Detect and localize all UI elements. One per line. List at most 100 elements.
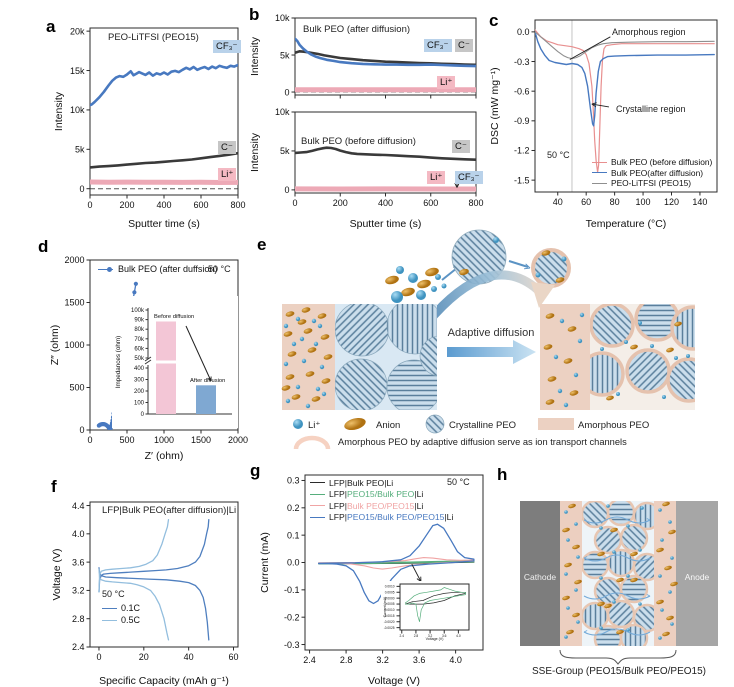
panel-b-top-chart: 0 5k 10k Intensity (249, 13, 477, 99)
panel-b-letter: b (249, 5, 260, 24)
svg-text:60: 60 (229, 652, 239, 662)
svg-text:120: 120 (664, 197, 679, 207)
svg-text:0: 0 (284, 185, 289, 195)
svg-text:0: 0 (79, 425, 84, 435)
svg-text:3.6: 3.6 (413, 655, 426, 665)
inset-green-curve (404, 587, 466, 623)
crystalline-region-annotation: Crystalline region (616, 104, 686, 114)
panel-f-letter: f (51, 477, 57, 496)
svg-text:-0.3: -0.3 (284, 640, 300, 650)
panel-e-letter: e (257, 235, 267, 254)
svg-text:3.2: 3.2 (72, 586, 85, 596)
legend-entry: LFP|Bulk PEO|Li (310, 477, 453, 489)
svg-text:100: 100 (636, 197, 651, 207)
svg-text:4.4: 4.4 (72, 501, 85, 511)
svg-text:0: 0 (87, 435, 92, 445)
svg-text:2000: 2000 (228, 435, 248, 445)
svg-text:20: 20 (139, 652, 149, 662)
svg-text:40: 40 (553, 197, 563, 207)
svg-text:0.0: 0.0 (287, 558, 300, 568)
svg-text:Z″ (ohm): Z″ (ohm) (49, 325, 61, 365)
chip-cf3: CF₃⁻ (424, 39, 452, 52)
svg-text:0: 0 (79, 184, 84, 194)
svg-text:200: 200 (119, 200, 134, 210)
svg-text:Voltage (V): Voltage (V) (426, 637, 444, 641)
svg-text:90k: 90k (134, 318, 145, 324)
Li-curve (90, 179, 238, 185)
svg-text:200: 200 (333, 198, 348, 208)
svg-text:Temperature (°C): Temperature (°C) (586, 218, 667, 230)
svg-text:Before diffusion: Before diffusion (154, 314, 194, 320)
svg-text:0: 0 (284, 87, 289, 97)
svg-text:-0.0020: -0.0020 (384, 620, 395, 624)
C-curve (90, 151, 238, 169)
cell-schematic (520, 501, 718, 665)
svg-text:10k: 10k (70, 105, 85, 115)
svg-text:Current (mA): Current (mA) (259, 532, 271, 593)
svg-text:2.8: 2.8 (72, 614, 85, 624)
panel-f-legend: 0.1C 0.5C (102, 602, 140, 626)
chip-li: Li⁺ (218, 168, 237, 181)
svg-text:0: 0 (96, 652, 101, 662)
panel-c-legend: Bulk PEO (before diffusion) Bulk PEO(afte… (592, 157, 712, 189)
after-diffusion-curve (535, 31, 715, 127)
svg-text:40: 40 (184, 652, 194, 662)
svg-text:4.0: 4.0 (456, 634, 461, 638)
chip-cf3: CF₃⁻ (455, 171, 483, 184)
before-diffusion-bar (156, 321, 176, 414)
chip-c: C⁻ (455, 39, 473, 52)
svg-text:1000: 1000 (154, 435, 174, 445)
legend-entry: PEO-LiTFSI (PEO15) (592, 178, 712, 189)
svg-text:140: 140 (692, 197, 707, 207)
svg-text:15k: 15k (70, 66, 85, 76)
svg-text:0.3: 0.3 (287, 476, 300, 486)
panel-e-diagram: Li⁺ Anion Crystalline PEO Amorphous PEO … (281, 229, 695, 450)
svg-text:-0.0025: -0.0025 (384, 626, 395, 630)
panel-b-bottom-chart: 0 200 400 600 800 0 5k 10k Sputter time (s) Inten… (249, 107, 484, 230)
svg-text:0.0005: 0.0005 (385, 590, 395, 594)
svg-text:300: 300 (134, 378, 145, 384)
panel-c-letter: c (489, 11, 499, 30)
svg-text:1500: 1500 (191, 435, 211, 445)
svg-text:-0.6: -0.6 (514, 86, 530, 96)
0.1C-charge-curve (98, 519, 210, 593)
svg-text:Sputter time (s): Sputter time (s) (350, 218, 422, 230)
after-diffusion-bar (196, 385, 216, 414)
panel-b-top-title: Bulk PEO (after diffusion) (303, 24, 411, 35)
temp-50c-annotation: 50 °C (102, 589, 125, 599)
svg-text:600: 600 (423, 198, 438, 208)
svg-text:100k: 100k (131, 308, 145, 314)
legend-entry: Bulk PEO(after diffusion) (592, 168, 712, 179)
svg-text:400: 400 (134, 366, 145, 372)
svg-text:5k: 5k (280, 146, 290, 156)
svg-text:20k: 20k (70, 26, 85, 36)
PEO15-curve (535, 31, 715, 60)
svg-text:200: 200 (134, 389, 145, 395)
svg-text:Intensity: Intensity (249, 36, 261, 76)
legend-entry: LFP| PEO15/Bulk PEO |Li (310, 489, 453, 501)
svg-text:0: 0 (87, 200, 92, 210)
CF3-curve (90, 63, 238, 107)
panel-a-letter: a (46, 17, 56, 36)
panel-g-letter: g (250, 461, 261, 480)
svg-text:2.4: 2.4 (72, 642, 85, 652)
svg-text:Voltage (V): Voltage (V) (368, 675, 420, 687)
svg-text:3.2: 3.2 (376, 655, 389, 665)
0.5C-discharge-curve (98, 568, 170, 641)
svg-text:2.8: 2.8 (414, 634, 419, 638)
svg-text:400: 400 (378, 198, 393, 208)
svg-text:600: 600 (193, 200, 208, 210)
legend-crystalline-label: Crystalline PEO (449, 420, 516, 431)
svg-text:-0.9: -0.9 (514, 116, 530, 126)
svg-text:50k: 50k (134, 356, 145, 362)
panel-a-chart: 0 200 400 600 800 0 5k 10k 15k 20k Sputter time (s… (53, 26, 246, 230)
svg-text:0.0: 0.0 (517, 27, 530, 37)
svg-text:2.4: 2.4 (303, 655, 316, 665)
svg-text:-0.3: -0.3 (514, 57, 530, 67)
svg-text:Voltage (V): Voltage (V) (51, 549, 63, 601)
anode-block (676, 501, 718, 646)
svg-text:2.4: 2.4 (400, 634, 405, 638)
panel-a-title: PEO-LiTFSI (PEO15) (108, 32, 199, 43)
svg-text:-0.0015: -0.0015 (384, 614, 395, 618)
panel-d-inset-barchart: 0 100 200 300 400 50k 60k 70k 80k 90k 100k Impedanc… (112, 296, 238, 428)
